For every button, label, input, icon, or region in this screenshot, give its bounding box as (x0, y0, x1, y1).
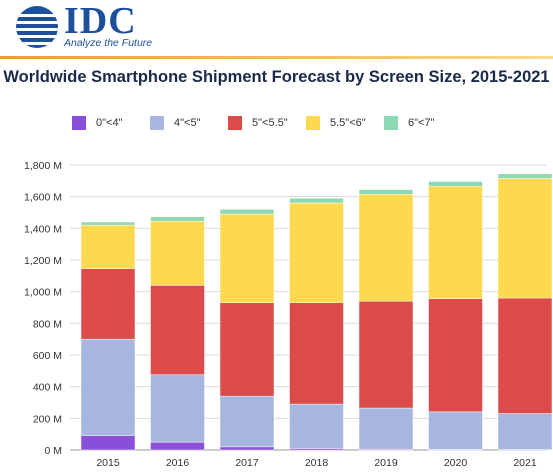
bar-segment (428, 181, 483, 187)
bar-segment (80, 268, 136, 340)
chart-legend: 0"<4" 4"<5" 5"<5.5" 5.5"<6" 6"<7" (72, 114, 462, 132)
bar-segment (219, 302, 275, 397)
legend-swatch (306, 116, 320, 130)
legend-item: 4"<5" (150, 116, 228, 130)
bar-segment (150, 285, 205, 376)
y-tick-label: 0 M (44, 445, 62, 457)
header-bar: IDC Analyze the Future (0, 0, 553, 56)
bar-segment (150, 216, 205, 222)
x-tick-label: 2020 (444, 457, 468, 469)
bar-segment (289, 302, 344, 405)
legend-item: 0"<4" (72, 116, 150, 130)
x-tick-label: 2017 (235, 457, 259, 469)
bar-segment (80, 435, 136, 451)
bar-segment (219, 395, 275, 448)
bar-segment (428, 185, 483, 299)
bar-segment (428, 411, 483, 450)
bar-segment (80, 338, 136, 436)
bar-segment (150, 441, 205, 451)
chart-title: Worldwide Smartphone Shipment Forecast b… (3, 68, 550, 86)
bar-segment (497, 297, 553, 414)
x-tick-label: 2018 (305, 457, 329, 469)
bar-segment (497, 178, 553, 299)
bar-segment (80, 221, 136, 226)
bar-segment (497, 413, 553, 450)
y-tick-label: 1,000 M (24, 287, 62, 299)
y-tick-label: 800 M (33, 318, 62, 330)
y-tick-label: 1,200 M (24, 255, 62, 267)
header-rule (0, 56, 553, 59)
bar-segment (358, 300, 414, 409)
bar-segment (428, 298, 483, 413)
logo-wordmark: IDC (64, 0, 137, 42)
x-tick-label: 2021 (513, 457, 537, 469)
bar-segment (219, 446, 275, 451)
legend-label: 5.5"<6" (330, 117, 366, 129)
bar-segment (358, 407, 414, 450)
bar-segment (150, 374, 205, 443)
legend-item: 6"<7" (384, 116, 462, 130)
x-tick-label: 2016 (166, 457, 190, 469)
legend-item: 5.5"<6" (306, 116, 384, 130)
bar-segment (497, 173, 553, 179)
bar-segment (80, 224, 136, 269)
bar-segment (150, 220, 205, 286)
legend-item: 5"<5.5" (228, 116, 306, 130)
globe-logo-icon (16, 6, 58, 48)
y-tick-label: 1,800 M (24, 160, 62, 172)
legend-label: 0"<4" (96, 117, 123, 129)
bar-segment (289, 198, 344, 204)
legend-label: 5"<5.5" (252, 117, 288, 129)
y-tick-label: 1,600 M (24, 192, 62, 204)
legend-swatch (384, 116, 398, 130)
y-tick-label: 200 M (33, 413, 62, 425)
bar-segment (289, 202, 344, 303)
bar-segment (358, 189, 414, 195)
legend-swatch (150, 116, 164, 130)
x-tick-label: 2019 (374, 457, 398, 469)
x-tick-label: 2015 (96, 457, 120, 469)
y-tick-label: 600 M (33, 350, 62, 362)
y-tick-label: 400 M (33, 382, 62, 394)
legend-label: 4"<5" (174, 117, 201, 129)
y-tick-label: 1,400 M (24, 223, 62, 235)
bar-segment (358, 194, 414, 302)
legend-swatch (228, 116, 242, 130)
legend-swatch (72, 116, 86, 130)
bar-segment (289, 403, 344, 449)
legend-label: 6"<7" (408, 117, 435, 129)
bar-segment (219, 213, 275, 303)
logo-tagline: Analyze the Future (64, 37, 153, 49)
bar-segment (219, 209, 275, 215)
